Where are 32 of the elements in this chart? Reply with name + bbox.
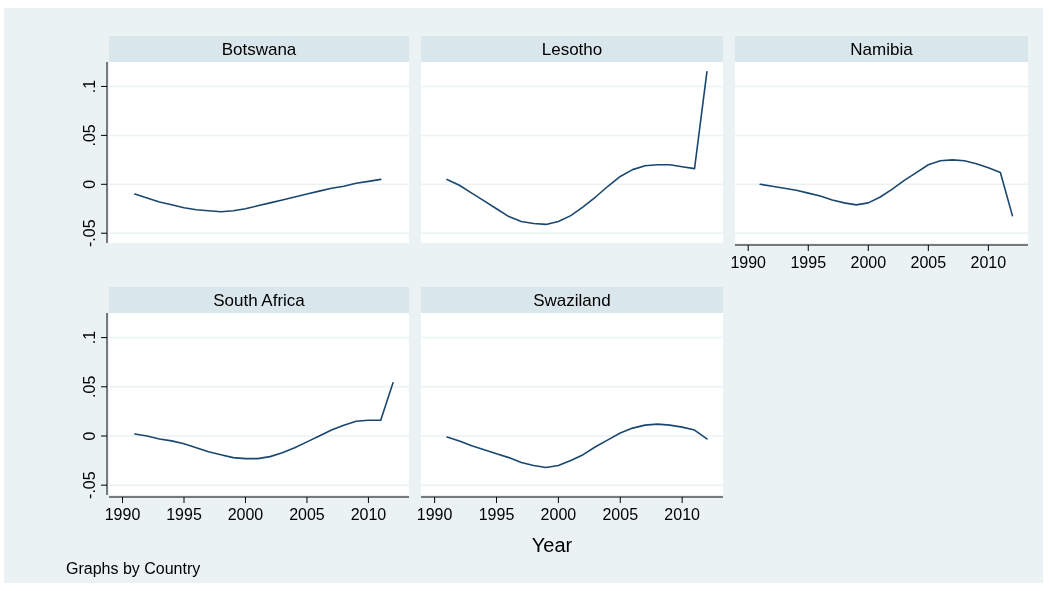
x-tick-label: 2000 [227,506,264,523]
chart-title: Botswana [221,40,297,59]
y-tick-label: 0 [81,179,98,189]
x-tick-label: 2010 [664,506,701,523]
x-tick-label: 1990 [104,506,141,523]
text: Graphs by Country [66,560,201,577]
line-series [134,178,382,213]
x-tick-label: 1990 [416,506,453,523]
x-tick-label: 2010 [350,506,387,523]
chart-title: Swaziland [533,291,611,310]
chart-title: Lesotho [541,40,603,59]
chart-title: South Africa [213,291,306,310]
x-tick-label: 1995 [790,254,827,271]
x-tick-label: 2010 [970,254,1007,271]
x-tick-label: 2005 [910,254,947,271]
x-tick-label: 2000 [850,254,887,271]
x-tick-label: 2005 [602,506,639,523]
x-tick-label: 1995 [166,506,202,523]
chart-title: Namibia [850,40,914,59]
x-tick-label: 2000 [540,506,577,523]
y-tick-label: .05 [81,375,98,398]
x-axis-title: Year [531,534,573,556]
line-series [134,382,394,460]
x-tick-label: 1990 [730,254,767,271]
y-tick-label: -.05 [81,471,98,499]
y-tick-label: .1 [81,330,98,345]
x-tick-label: 2005 [289,506,325,523]
y-tick-label: .1 [81,79,98,94]
y-tick-label: .05 [81,124,98,147]
y-tick-label: -.05 [81,219,98,248]
y-tick-label: 0 [81,431,98,441]
x-tick-label: 1995 [478,506,515,523]
